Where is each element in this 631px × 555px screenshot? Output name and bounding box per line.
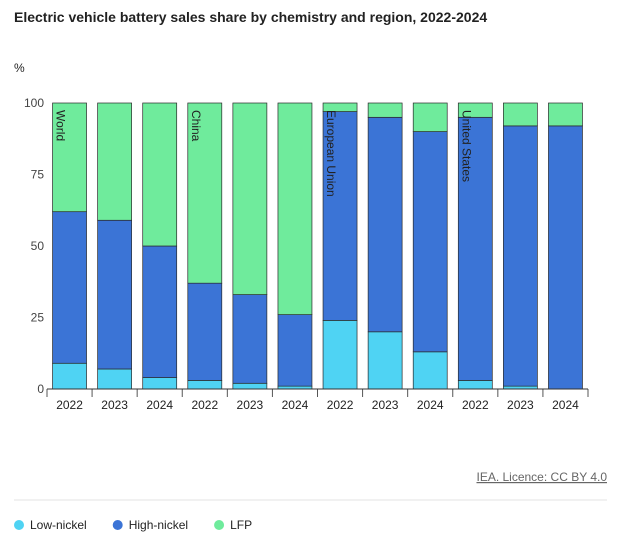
y-axis-label: % [14, 61, 25, 75]
bar-segment [187, 282, 223, 381]
y-tick-label: 100 [24, 96, 44, 110]
y-tick-label: 50 [31, 239, 45, 253]
x-tick-label: 2024 [146, 398, 173, 412]
x-tick-label: 2022 [462, 398, 489, 412]
bar-segment [232, 382, 268, 390]
bar-segment [322, 320, 358, 390]
bar-segment [52, 211, 87, 364]
legend-marker[interactable] [14, 520, 24, 530]
x-tick-label: 2023 [372, 398, 399, 412]
source-link[interactable]: IEA. Licence: CC BY 4.0 [476, 470, 607, 484]
x-tick-label: 2024 [282, 398, 309, 412]
bar-segment [187, 380, 223, 390]
group-label: United States [459, 110, 473, 182]
bar-segment [97, 368, 132, 390]
legend-label[interactable]: LFP [230, 518, 252, 532]
x-tick-label: 2022 [327, 398, 354, 412]
legend-marker[interactable] [214, 520, 225, 530]
legend-marker[interactable] [112, 520, 123, 530]
bar-segment [277, 314, 313, 387]
bar-segment [142, 245, 178, 378]
bar-segment [142, 377, 178, 390]
bar-segment [232, 102, 268, 295]
bar-segment [232, 294, 268, 384]
bar-segment [142, 102, 178, 247]
x-tick-label: 2022 [56, 398, 83, 412]
x-tick-label: 2023 [507, 398, 534, 412]
bar-segment [322, 111, 358, 321]
x-tick-label: 2022 [191, 398, 218, 412]
chart-title: Electric vehicle battery sales share by … [14, 9, 487, 25]
y-tick-label: 25 [31, 311, 45, 325]
group-label: European Union [324, 110, 338, 197]
group-label: World [54, 110, 68, 141]
bar-segment [97, 219, 132, 370]
bar-segment [367, 116, 403, 333]
bar-segment [367, 102, 403, 118]
x-tick-label: 2023 [237, 398, 264, 412]
bar-segment [412, 351, 448, 390]
bar-segment [412, 131, 448, 353]
bar-segment [548, 102, 583, 127]
y-tick-label: 0 [37, 382, 44, 396]
bar-segment [277, 102, 313, 315]
bar-segment [187, 102, 223, 284]
x-tick-label: 2024 [552, 398, 579, 412]
bar-segment [412, 102, 448, 132]
legend-label[interactable]: High-nickel [129, 518, 188, 532]
bar-segment [97, 102, 132, 221]
x-tick-label: 2024 [417, 398, 444, 412]
bar-segment [503, 125, 538, 387]
bar-segment [457, 102, 493, 118]
x-tick-label: 2023 [101, 398, 128, 412]
bar-segment [503, 102, 538, 127]
bar-segment [457, 380, 493, 390]
bar-segment [52, 102, 87, 213]
legend-label[interactable]: Low-nickel [30, 518, 87, 532]
bar-segment [548, 125, 583, 390]
y-tick-label: 75 [31, 168, 45, 182]
bar-segment [52, 362, 87, 390]
bar-segment [322, 102, 358, 112]
bar-segment [457, 116, 493, 381]
bar-segment [367, 331, 403, 390]
group-label: China [189, 110, 203, 142]
